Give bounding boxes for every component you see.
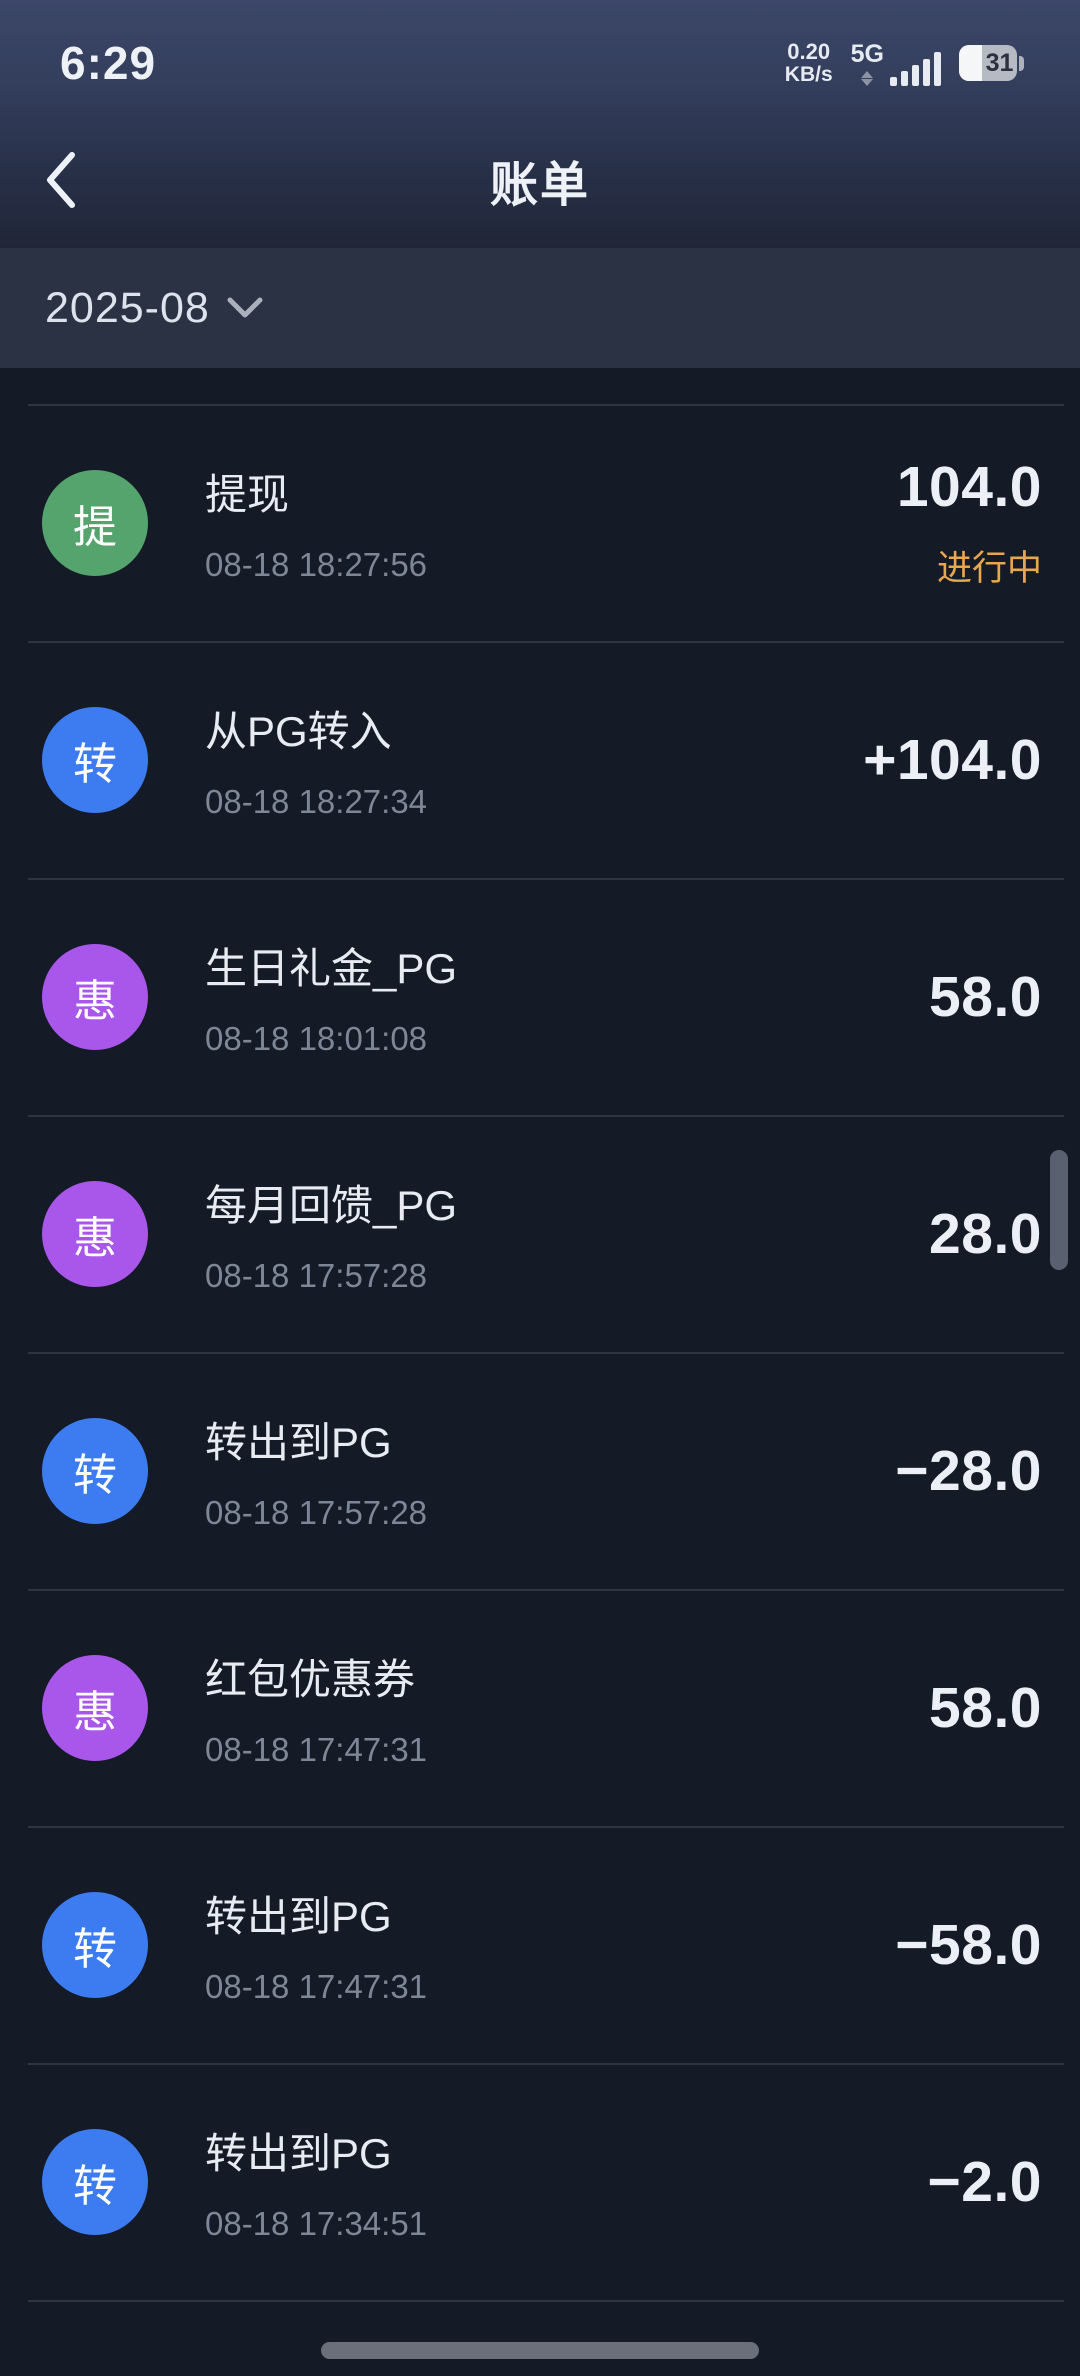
chevron-left-icon — [47, 152, 75, 208]
transaction-timestamp: 08-18 17:47:31 — [205, 1731, 428, 1768]
row-divider — [28, 878, 1064, 880]
transaction-timestamp: 08-18 17:34:51 — [205, 2205, 428, 2242]
transaction-row-transfer-out[interactable]: 转 转出到PG 08-18 17:57:28 −28.0 — [0, 1352, 1080, 1589]
row-divider — [28, 1352, 1064, 1354]
transaction-amount: −58.0 — [895, 1912, 1042, 1977]
transaction-type-badge: 转 — [42, 1891, 148, 1998]
network-type-label: 5G — [850, 40, 884, 68]
row-divider — [28, 1115, 1064, 1117]
data-activity-arrows-icon — [861, 71, 874, 86]
status-badge: 进行中 — [936, 549, 1042, 588]
transaction-list: 提 提现 08-18 18:27:56 104.0 进行中 转 从PG转入 08… — [0, 368, 1080, 2376]
transaction-timestamp: 08-18 17:57:28 — [205, 1494, 428, 1531]
home-indicator-bar[interactable] — [321, 2342, 759, 2359]
signal-bars-icon — [890, 50, 941, 86]
transaction-amount: 58.0 — [929, 1675, 1042, 1740]
status-bar: 6:29 0.20 KB/s 5G 31 — [0, 0, 1080, 112]
transaction-title: 提现 — [205, 471, 290, 518]
transaction-type-badge: 惠 — [42, 1180, 148, 1287]
row-divider — [28, 2063, 1064, 2065]
back-button[interactable] — [26, 140, 96, 220]
network-speed-unit: KB/s — [784, 62, 833, 86]
transaction-amount: 58.0 — [929, 964, 1042, 1029]
row-divider — [28, 1589, 1064, 1591]
chevron-down-icon — [227, 297, 263, 318]
transaction-type-badge: 惠 — [42, 1654, 148, 1761]
top-gradient-chrome: 6:29 0.20 KB/s 5G 31 — [0, 0, 1080, 248]
transaction-title: 转出到PG — [205, 1893, 392, 1940]
row-divider — [28, 641, 1064, 643]
transaction-timestamp: 08-18 17:47:31 — [205, 1968, 428, 2005]
transaction-row-promo[interactable]: 惠 生日礼金_PG 08-18 18:01:08 58.0 — [0, 878, 1080, 1115]
list-end-divider — [28, 2300, 1064, 2302]
status-bar-right: 0.20 KB/s 5G 31 — [785, 40, 1024, 86]
transaction-amount: −28.0 — [895, 1438, 1042, 1503]
cellular-signal-icon: 5G — [851, 40, 941, 86]
transaction-timestamp: 08-18 18:27:56 — [205, 546, 428, 583]
transaction-type-badge: 提 — [42, 469, 148, 576]
transaction-timestamp: 08-18 17:57:28 — [205, 1257, 428, 1294]
transaction-type-badge: 转 — [42, 2128, 148, 2235]
transaction-amount: −2.0 — [927, 2149, 1042, 2214]
transaction-amount: 28.0 — [929, 1201, 1042, 1266]
battery-fill-level — [959, 45, 982, 81]
transaction-title: 转出到PG — [205, 2130, 392, 2177]
clock-text: 6:29 — [60, 37, 157, 89]
transaction-amount: 104.0 — [896, 455, 1042, 519]
transaction-type-badge: 转 — [42, 706, 148, 813]
nav-bar: 账单 — [0, 112, 1080, 248]
row-divider — [28, 404, 1064, 406]
battery-icon: 31 — [959, 45, 1024, 81]
battery-percent-text: 31 — [985, 48, 1014, 77]
list-top-spacer — [0, 368, 1080, 404]
page-title: 账单 — [489, 159, 590, 212]
transaction-row-transfer-out[interactable]: 转 转出到PG 08-18 17:47:31 −58.0 — [0, 1826, 1080, 2063]
network-speed-indicator: 0.20 KB/s — [784, 38, 833, 86]
transaction-title: 转出到PG — [205, 1419, 392, 1466]
transaction-timestamp: 08-18 18:27:34 — [205, 783, 428, 820]
network-speed-value: 0.20 — [787, 38, 831, 64]
month-filter-dropdown[interactable]: 2025-08 — [0, 248, 1080, 368]
transaction-type-badge: 惠 — [42, 943, 148, 1050]
transaction-row-promo[interactable]: 惠 每月回馈_PG 08-18 17:57:28 28.0 — [0, 1115, 1080, 1352]
transaction-row-promo[interactable]: 惠 红包优惠券 08-18 17:47:31 58.0 — [0, 1589, 1080, 1826]
transaction-title: 生日礼金_PG — [205, 945, 458, 992]
month-filter-value: 2025-08 — [45, 283, 210, 332]
transaction-amount: +104.0 — [863, 727, 1042, 792]
transaction-type-badge: 转 — [42, 1417, 148, 1524]
transaction-row-transfer-in[interactable]: 转 从PG转入 08-18 18:27:34 +104.0 — [0, 641, 1080, 878]
row-divider — [28, 1826, 1064, 1828]
transaction-row-transfer-out[interactable]: 转 转出到PG 08-18 17:34:51 −2.0 — [0, 2063, 1080, 2300]
transaction-title: 红包优惠券 — [205, 1656, 416, 1703]
transaction-row-withdraw[interactable]: 提 提现 08-18 18:27:56 104.0 进行中 — [0, 404, 1080, 641]
transaction-timestamp: 08-18 18:01:08 — [205, 1020, 428, 1057]
transaction-title: 从PG转入 — [205, 708, 392, 755]
battery-nub — [1019, 55, 1024, 71]
transaction-title: 每月回馈_PG — [205, 1182, 458, 1229]
scrollbar-thumb[interactable] — [1050, 1150, 1068, 1270]
